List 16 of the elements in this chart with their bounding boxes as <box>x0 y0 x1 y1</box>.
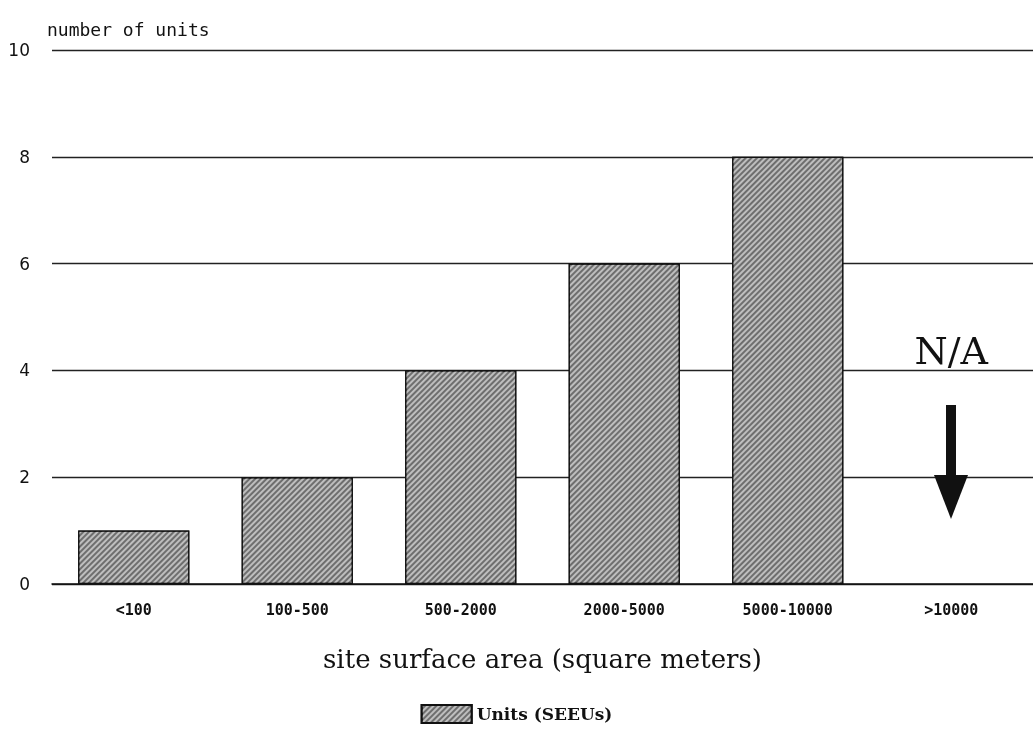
x-tick-label: 500-2000 <box>424 600 497 619</box>
x-tick-label: 5000-10000 <box>742 600 833 619</box>
x-tick-label: 100-500 <box>265 600 329 619</box>
y-tick-label: 2 <box>19 467 30 488</box>
y-tick-label: 4 <box>19 360 30 381</box>
y-tick-label: 0 <box>19 574 30 594</box>
x-tick-label: >10000 <box>924 600 979 619</box>
x-axis-title: site surface area (square meters) <box>323 644 762 674</box>
x-tick-label: <100 <box>115 600 152 619</box>
y-axis-title: number of units <box>47 18 210 40</box>
y-tick-label: 8 <box>19 146 30 167</box>
x-tick-label: 2000-5000 <box>583 600 665 619</box>
legend-label: Units (SEEUs) <box>476 704 613 724</box>
annotation: N/A <box>914 329 989 374</box>
y-tick-label: 6 <box>19 253 30 274</box>
y-tick-label: 10 <box>8 40 30 60</box>
